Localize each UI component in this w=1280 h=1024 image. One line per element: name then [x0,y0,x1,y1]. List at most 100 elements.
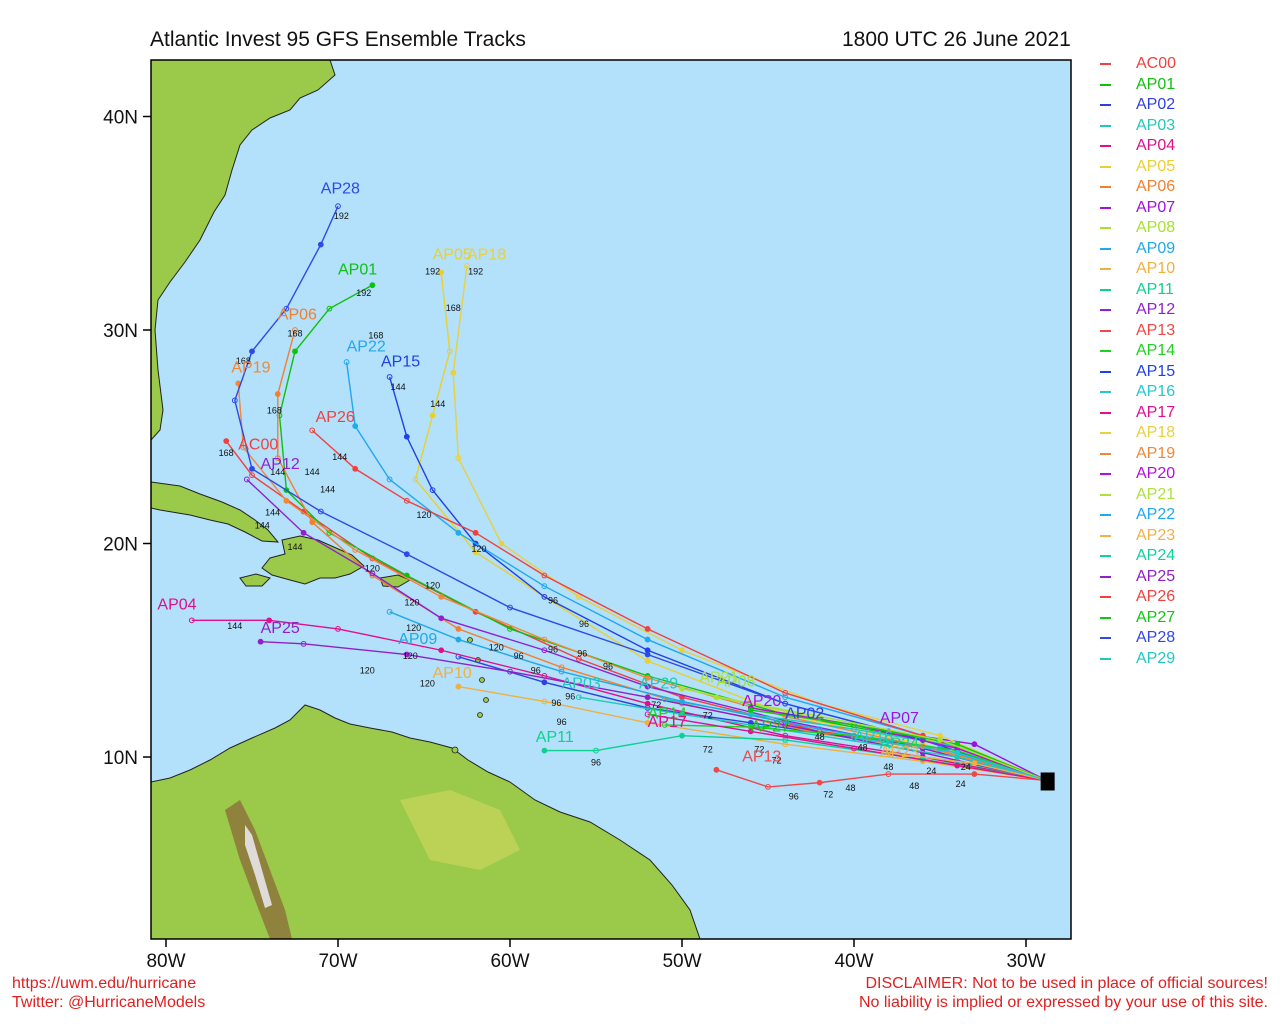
track-point [335,626,341,632]
track-point [782,690,789,696]
legend-label: AP18 [1136,424,1176,442]
legend-swatch [1100,186,1111,189]
track-point [644,658,651,664]
track-point [300,529,307,536]
legend-item-ap21: AP21 [1100,485,1270,506]
track-label-ap13: AP13 [742,748,781,765]
legend-swatch [1100,473,1111,476]
legend-item-ap24: AP24 [1100,546,1270,567]
legend-item-ap07: AP07 [1100,198,1270,219]
legend-item-ap20: AP20 [1100,464,1270,485]
track-ap26 [311,429,1047,782]
track-point [937,737,943,743]
legend-swatch [1100,63,1111,66]
legend-item-ap16: AP16 [1100,382,1270,403]
legend-label: AP15 [1136,362,1176,380]
track-point [679,711,685,718]
legend-item-ap23: AP23 [1100,526,1270,547]
track-point [283,497,290,504]
lat-tick-label: 20N [103,535,138,556]
forecast-hour-label: 24 [961,762,971,772]
forecast-hour-label: 72 [703,711,713,721]
track-point [851,734,857,741]
track-point [429,412,436,419]
track-point [455,683,462,690]
forecast-hour-label: 168 [219,448,234,458]
lon-tick-label: 50W [662,951,701,972]
track-label-ap23: AP23 [880,744,919,761]
forecast-hour-label: 72 [754,745,764,755]
track-point [243,476,250,483]
track-point [274,455,281,462]
legend-label: AP29 [1136,649,1176,667]
forecast-hour-label: 120 [489,642,504,652]
legend-label: AP25 [1136,567,1176,585]
track-label-ap03: AP03 [562,676,601,693]
track-point [679,698,685,705]
track-point [541,698,548,705]
track-point [249,472,255,479]
track-point [326,305,333,312]
track-point [816,700,823,707]
legend-swatch [1100,309,1111,312]
track-label-ap14: AP14 [648,706,687,723]
forecast-hour-label: 48 [846,783,856,793]
legend-label: AP07 [1136,198,1176,216]
legend-label: AP06 [1136,178,1176,196]
track-point [971,741,978,748]
legend-swatch [1100,288,1111,291]
track-label-ap10: AP10 [433,665,472,682]
legend-swatch [1100,637,1111,640]
track-label-ap02: AP02 [785,706,824,723]
track-point [713,694,720,701]
andes-snow [245,825,272,908]
forecast-hour-label: 96 [579,619,589,629]
legend-label: AP01 [1136,75,1176,93]
map-datetime: 1800 UTC 26 June 2021 [842,28,1071,51]
track-point [438,647,445,654]
forecast-hour-label: 96 [565,691,575,701]
track-point [575,694,582,701]
legend-label: AP04 [1136,137,1176,155]
track-label-ac00: AC00 [238,437,278,454]
legend-swatch [1100,268,1111,271]
legend-label: AP12 [1136,301,1176,319]
footer-disclaimer: DISCLAIMER: Not to be used in place of o… [859,974,1268,1012]
track-ap18 [452,265,1047,782]
forecast-hour-label: 168 [446,303,461,313]
forecast-hour-label: 72 [703,745,713,755]
track-point [309,427,316,434]
forecast-hour-label: 192 [425,266,440,276]
track-label-ap28: AP28 [321,180,360,197]
legend-label: AP09 [1136,239,1176,257]
legend-item-ap01: AP01 [1100,75,1270,96]
legend-label: AP08 [1136,219,1176,237]
legend-item-ap26: AP26 [1100,587,1270,608]
track-label-ap29: AP29 [639,676,678,693]
track-point [782,694,789,701]
track-point [317,508,324,515]
lat-tick-label: 40N [103,108,138,129]
twitter-handle[interactable]: Twitter: @HurricaneModels [12,994,206,1011]
forecast-hour-label: 120 [472,544,487,554]
legend-item-ap11: AP11 [1100,280,1270,301]
map-frame [150,59,1072,940]
forecast-hour-label: 120 [404,597,419,607]
forecast-hour-label: 48 [883,762,893,772]
forecast-hour-label: 192 [334,211,349,221]
legend-item-ap18: AP18 [1100,423,1270,444]
track-point [455,636,462,643]
track-point [644,636,651,643]
track-point [782,717,789,724]
track-point [541,583,548,590]
legend-item-ap08: AP08 [1100,218,1270,239]
track-point [386,608,393,615]
legend-swatch [1100,534,1111,537]
forecast-hour-label: 120 [416,510,431,520]
track-point [541,572,548,579]
forecast-hour-label: 120 [425,580,440,590]
track-point [644,719,651,726]
website-link[interactable]: https://uwm.edu/hurricane [12,975,197,992]
track-point [644,626,651,632]
